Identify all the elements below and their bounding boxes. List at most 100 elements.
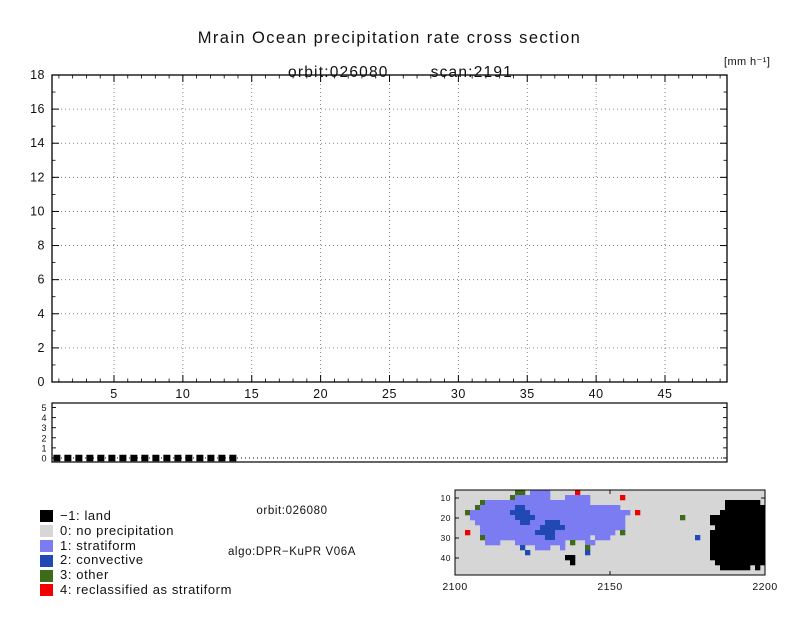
map-cell [745, 510, 751, 516]
map-cell [745, 500, 751, 506]
map-cell [755, 555, 761, 561]
map-cell [510, 495, 516, 501]
map-cell [585, 535, 591, 541]
map-cell [470, 515, 476, 521]
map-cell [720, 520, 726, 526]
map-cell [725, 530, 731, 536]
map-cell [565, 510, 571, 516]
map-cell [495, 520, 501, 526]
map-cell [740, 525, 746, 531]
map-cell [720, 550, 726, 556]
map-cell [745, 565, 751, 571]
map-cell [725, 565, 731, 571]
map-cell [560, 535, 566, 541]
map-cell [600, 510, 606, 516]
map-cell [530, 530, 536, 536]
map-cell [745, 505, 751, 511]
map-cell [760, 545, 766, 551]
map-cell [555, 525, 561, 531]
map-cell [485, 540, 491, 546]
footer-orbit: orbit:026080 [256, 505, 328, 517]
map-cell [750, 510, 756, 516]
map-cell [725, 550, 731, 556]
map-cell [755, 545, 761, 551]
map-cell [710, 535, 716, 541]
map-cell [730, 500, 736, 506]
map-cell [545, 520, 551, 526]
map-cell [520, 520, 526, 526]
map-cell [540, 515, 546, 521]
map-cell [525, 515, 531, 521]
map-cell [490, 530, 496, 536]
map-cell [585, 530, 591, 536]
map-cell [730, 535, 736, 541]
map-cell [545, 490, 551, 496]
map-cell [515, 515, 521, 521]
map-cell [535, 505, 541, 511]
map-cell [615, 515, 621, 521]
map-cell [730, 540, 736, 546]
map-cell [590, 515, 596, 521]
map-cell [520, 510, 526, 516]
map-cell [545, 500, 551, 506]
map-cell [745, 545, 751, 551]
map-cell [730, 525, 736, 531]
map-cell [545, 515, 551, 521]
map-cell [565, 520, 571, 526]
map-cell [730, 550, 736, 556]
x-tick-label: 35 [520, 387, 535, 401]
map-cell [750, 500, 756, 506]
map-cell [595, 510, 601, 516]
map-cell [755, 530, 761, 536]
map-cell [560, 530, 566, 536]
map-cell [580, 535, 586, 541]
map-cell [750, 545, 756, 551]
map-cell [710, 550, 716, 556]
map-cell [490, 515, 496, 521]
map-cell [730, 560, 736, 566]
map-cell [620, 530, 626, 536]
map-cell [745, 520, 751, 526]
map-cell [575, 515, 581, 521]
map-cell [740, 500, 746, 506]
map-cell [750, 530, 756, 536]
flag-y-tick-label: 2 [41, 433, 47, 443]
map-cell [585, 520, 591, 526]
map-cell [550, 530, 556, 536]
chart-title: Mrain Ocean precipitation rate cross sec… [197, 29, 582, 47]
map-cell [710, 540, 716, 546]
map-cell [590, 510, 596, 516]
map-cell [485, 520, 491, 526]
map-cell [485, 515, 491, 521]
map-cell [730, 555, 736, 561]
map-cell [570, 495, 576, 501]
map-cell [755, 535, 761, 541]
map-cell [740, 515, 746, 521]
map-cell [730, 520, 736, 526]
map-cell [470, 510, 476, 516]
flag-y-tick-label: 4 [41, 413, 47, 423]
map-cell [545, 505, 551, 511]
map-cell [480, 530, 486, 536]
map-cell [540, 520, 546, 526]
map-cell [530, 540, 536, 546]
map-cell [550, 535, 556, 541]
map-cell [735, 550, 741, 556]
map-cell [555, 535, 561, 541]
map-cell [740, 520, 746, 526]
map-cell [755, 560, 761, 566]
map-cell [715, 535, 721, 541]
map-cell [575, 500, 581, 506]
y-tick-label: 4 [38, 307, 45, 321]
map-cell [580, 495, 586, 501]
map-cell [500, 510, 506, 516]
map-cell [710, 530, 716, 536]
y-tick-label: 6 [38, 273, 45, 287]
map-cell [725, 560, 731, 566]
map-cell [505, 500, 511, 506]
map-cell [535, 500, 541, 506]
legend-label-reclassified: 4: reclassified as stratiform [60, 581, 233, 597]
x-tick-label: 20 [313, 387, 328, 401]
map-cell [480, 520, 486, 526]
map-cell [585, 510, 591, 516]
